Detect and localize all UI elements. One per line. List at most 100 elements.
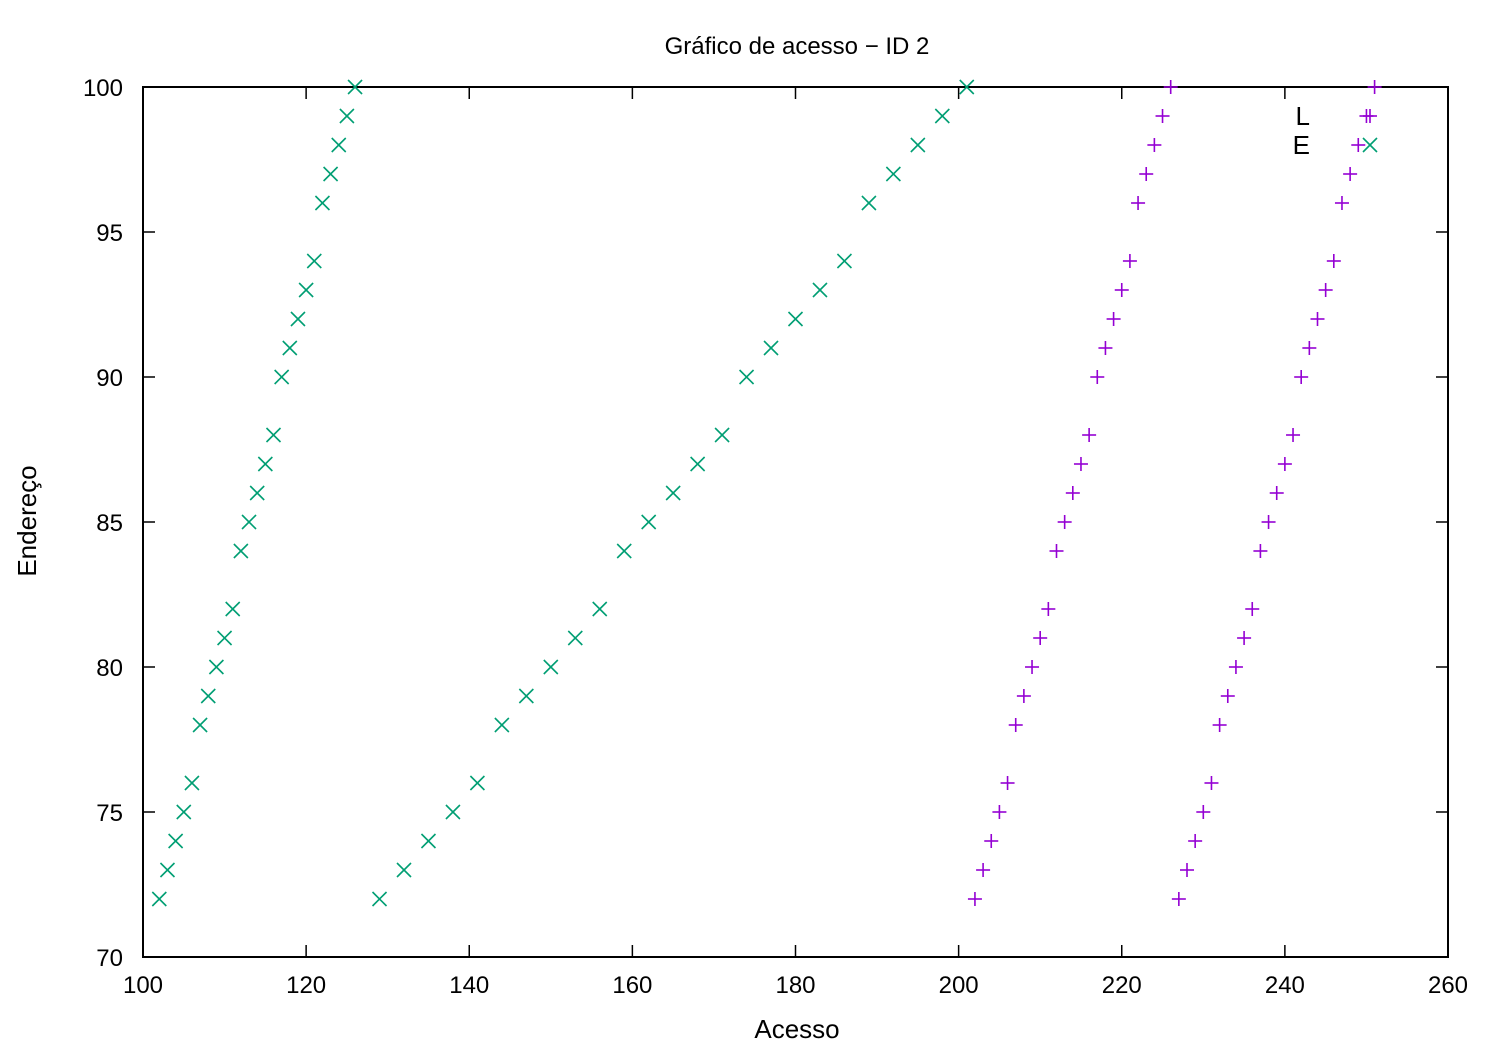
data-point-E: [192, 717, 208, 733]
data-point-L: [1131, 196, 1146, 210]
data-point-L: [1261, 515, 1276, 529]
legend-label: E: [1293, 130, 1310, 160]
data-point-E: [543, 659, 559, 675]
data-point-E: [616, 543, 632, 559]
axis-ticks: 100 120 140 160 180 200 220 240 260 70 75 80 85 90 95 1…: [83, 75, 1468, 999]
data-point-L: [1326, 254, 1341, 268]
data-point-E: [396, 862, 412, 878]
data-point-E: [518, 688, 534, 704]
data-point-E: [216, 630, 233, 646]
data-point-L: [1367, 80, 1382, 94]
data-point-E: [420, 833, 437, 849]
data-point-L: [1155, 109, 1170, 123]
data-point-L: [1171, 892, 1186, 906]
data-point-E: [665, 485, 681, 501]
data-point-E: [168, 833, 184, 849]
data-point-L: [1237, 631, 1252, 645]
data-point-E: [690, 456, 706, 472]
x-axis-label: Acesso: [754, 1014, 839, 1044]
data-point-E: [445, 804, 461, 820]
data-point-E: [592, 601, 608, 617]
data-point-E: [233, 543, 249, 559]
data-point-E: [371, 891, 388, 907]
data-point-L: [1269, 486, 1284, 500]
data-point-L: [1245, 602, 1260, 616]
data-point-L: [1294, 370, 1309, 384]
data-point-L: [1286, 428, 1301, 442]
data-point-L: [1220, 689, 1235, 703]
data-point-L: [1049, 544, 1064, 558]
x-tick-label: 160: [612, 972, 652, 999]
data-point-E: [314, 195, 331, 211]
data-point-E: [885, 166, 901, 182]
x-tick-label: 200: [939, 972, 979, 999]
data-point-E: [331, 137, 347, 153]
data-point-L: [1343, 167, 1358, 181]
data-point-E: [176, 804, 192, 820]
data-point-L: [1163, 80, 1178, 94]
data-point-L: [1065, 486, 1080, 500]
data-point-L: [1073, 457, 1088, 471]
data-point-E: [910, 137, 926, 153]
data-point-L: [1351, 138, 1366, 152]
data-point-E: [787, 311, 804, 327]
y-tick-label: 100: [83, 75, 123, 102]
data-point-E: [282, 340, 298, 356]
data-point-L: [1212, 718, 1227, 732]
data-point-E: [241, 514, 257, 530]
data-point-E: [200, 688, 216, 704]
x-tick-label: 120: [286, 972, 326, 999]
data-point-L: [1228, 660, 1243, 674]
y-tick-label: 75: [96, 800, 123, 827]
series-L: [967, 80, 1382, 906]
data-point-E: [567, 630, 583, 646]
legend-label: L: [1296, 101, 1310, 131]
data-point-E: [257, 456, 273, 472]
data-point-E: [763, 340, 779, 356]
legend-marker-E: [1362, 137, 1378, 153]
data-point-L: [1188, 834, 1203, 848]
data-point-L: [984, 834, 999, 848]
data-point-E: [290, 311, 306, 327]
y-tick-label: 85: [96, 510, 123, 537]
data-point-E: [934, 108, 950, 124]
data-point-L: [1000, 776, 1015, 790]
data-point-L: [1114, 283, 1129, 297]
series-E: [151, 79, 975, 907]
x-tick-label: 260: [1428, 972, 1468, 999]
data-point-E: [184, 775, 200, 791]
data-point-E: [323, 166, 339, 182]
data-point-E: [249, 485, 265, 501]
data-point-E: [861, 195, 877, 211]
y-tick-label: 70: [96, 945, 123, 972]
data-point-E: [738, 369, 755, 385]
data-point-L: [1310, 312, 1325, 326]
x-tick-label: 140: [449, 972, 489, 999]
data-point-L: [1057, 515, 1072, 529]
data-point-L: [992, 805, 1007, 819]
data-point-L: [1180, 863, 1194, 877]
data-point-L: [1139, 167, 1154, 181]
x-tick-label: 180: [775, 972, 815, 999]
data-point-L: [1147, 138, 1162, 152]
data-point-E: [298, 282, 314, 298]
data-point-L: [1106, 312, 1121, 326]
y-tick-label: 90: [96, 365, 123, 392]
data-point-L: [1090, 370, 1105, 384]
y-tick-label: 80: [96, 655, 123, 682]
data-point-E: [812, 282, 828, 298]
data-point-E: [274, 369, 290, 385]
data-point-L: [1196, 805, 1211, 819]
data-point-L: [1277, 457, 1292, 471]
data-point-L: [1082, 428, 1097, 442]
data-points: [151, 79, 1382, 907]
data-point-L: [1253, 544, 1268, 558]
data-point-L: [1334, 196, 1349, 210]
data-point-L: [1318, 283, 1333, 297]
data-point-E: [208, 659, 224, 675]
data-point-E: [494, 717, 510, 733]
chart-title: Gráfico de acesso − ID 2: [665, 33, 930, 60]
plot-frame: [142, 86, 1449, 958]
data-point-E: [265, 427, 282, 443]
y-tick-label: 95: [96, 220, 123, 247]
